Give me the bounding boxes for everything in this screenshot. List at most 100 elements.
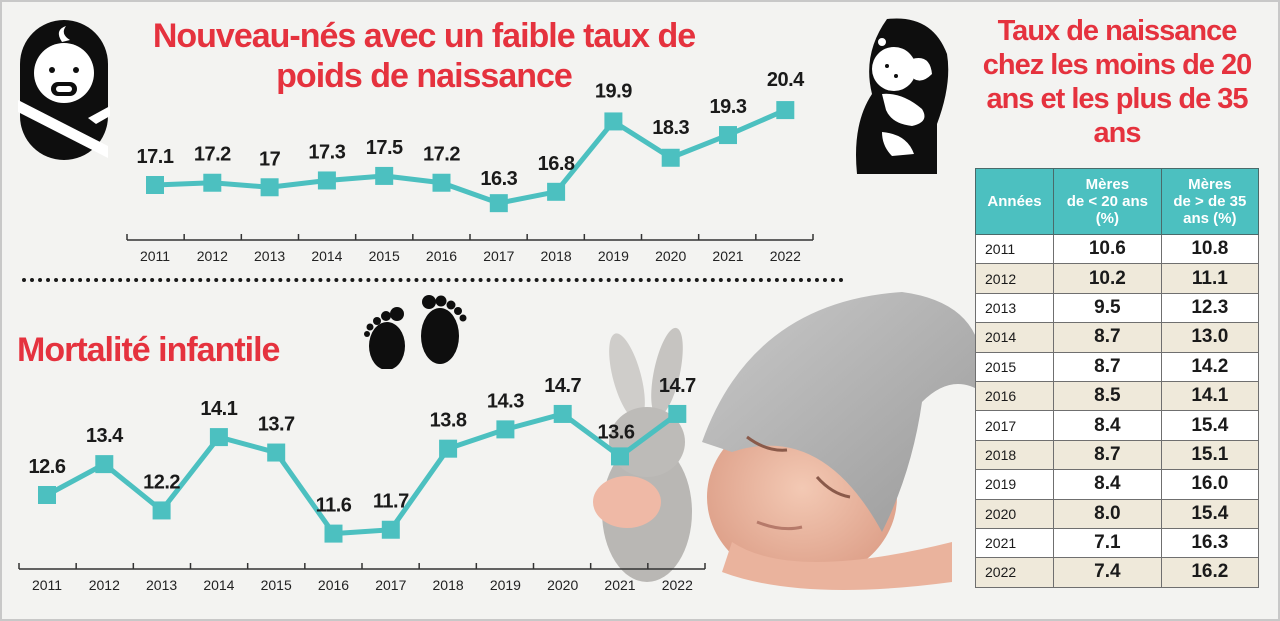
over-35-cell: 15.4 bbox=[1160, 498, 1260, 529]
table-row: 2022 7.4 16.2 bbox=[975, 557, 1260, 588]
under-20-cell: 10.6 bbox=[1053, 233, 1162, 265]
data-point-marker bbox=[668, 404, 687, 423]
data-value-label: 20.4 bbox=[767, 69, 805, 91]
x-tick-label: 2022 bbox=[662, 577, 693, 593]
over-35-cell: 12.3 bbox=[1160, 292, 1260, 324]
x-tick-label: 2020 bbox=[655, 248, 686, 264]
year-cell: 2022 bbox=[975, 557, 1054, 588]
over-35-cell: 11.1 bbox=[1160, 263, 1260, 294]
table-row: 2017 8.4 15.4 bbox=[975, 410, 1260, 441]
data-point-marker bbox=[146, 176, 164, 194]
under-20-cell: 10.2 bbox=[1053, 263, 1162, 294]
table-row: 2013 9.5 12.3 bbox=[975, 292, 1260, 324]
data-value-label: 17.2 bbox=[423, 144, 460, 166]
data-value-label: 18.3 bbox=[652, 117, 689, 139]
over-35-cell: 16.3 bbox=[1160, 527, 1260, 559]
year-cell: 2020 bbox=[975, 498, 1054, 529]
x-tick-label: 2021 bbox=[604, 577, 635, 593]
year-cell: 2016 bbox=[975, 380, 1054, 412]
data-value-label: 19.3 bbox=[710, 96, 747, 118]
title-birth-rate-by-age: Taux de naissance chez les moins de 20 a… bbox=[982, 15, 1253, 149]
x-tick-label: 2014 bbox=[203, 577, 234, 593]
under-20-cell: 8.7 bbox=[1053, 351, 1162, 382]
data-point-marker bbox=[152, 501, 171, 520]
data-point-marker bbox=[489, 194, 508, 213]
over-35-cell: 14.2 bbox=[1160, 351, 1260, 382]
x-tick-label: 2015 bbox=[369, 248, 400, 264]
year-cell: 2021 bbox=[975, 527, 1054, 559]
year-cell: 2017 bbox=[975, 410, 1054, 441]
data-value-label: 16.3 bbox=[480, 168, 517, 190]
header-over-35: Mères de > de 35 ans (%) bbox=[1160, 168, 1260, 235]
year-cell: 2013 bbox=[975, 292, 1054, 324]
data-point-marker bbox=[375, 166, 394, 185]
table-row: 2011 10.6 10.8 bbox=[975, 233, 1260, 265]
birth-rate-table: Années Mères de < 20 ans (%) Mères de > … bbox=[975, 168, 1260, 588]
x-tick-label: 2011 bbox=[32, 577, 62, 593]
under-20-cell: 8.7 bbox=[1053, 322, 1162, 353]
data-value-label: 17.1 bbox=[137, 146, 174, 168]
x-tick-label: 2018 bbox=[433, 577, 464, 593]
data-value-label: 12.6 bbox=[29, 456, 66, 478]
baby-footprints-icon bbox=[364, 295, 467, 369]
data-value-label: 13.6 bbox=[598, 421, 635, 443]
x-tick-label: 2012 bbox=[89, 577, 120, 593]
table-row: 2015 8.7 14.2 bbox=[975, 351, 1260, 382]
data-value-label: 14.1 bbox=[200, 398, 237, 420]
data-value-label: 14.7 bbox=[544, 375, 581, 397]
x-tick-label: 2016 bbox=[318, 577, 349, 593]
data-point-marker bbox=[553, 404, 572, 423]
table-row: 2019 8.4 16.0 bbox=[975, 469, 1260, 500]
x-tick-label: 2012 bbox=[197, 248, 228, 264]
data-value-label: 13.8 bbox=[430, 410, 467, 432]
section-divider bbox=[22, 278, 844, 282]
under-20-cell: 8.7 bbox=[1053, 439, 1162, 471]
x-tick-label: 2017 bbox=[375, 577, 406, 593]
data-value-label: 11.6 bbox=[316, 495, 352, 517]
data-point-marker bbox=[611, 447, 629, 466]
table-row: 2012 10.2 11.1 bbox=[975, 263, 1260, 294]
table-row: 2021 7.1 16.3 bbox=[975, 527, 1260, 559]
data-point-marker bbox=[95, 455, 114, 474]
data-value-label: 17 bbox=[259, 148, 281, 170]
x-tick-label: 2019 bbox=[598, 248, 629, 264]
over-35-cell: 10.8 bbox=[1160, 233, 1260, 265]
data-value-label: 14.3 bbox=[487, 390, 524, 412]
over-35-cell: 16.2 bbox=[1160, 557, 1260, 588]
under-20-cell: 8.0 bbox=[1053, 498, 1162, 529]
data-point-marker bbox=[38, 486, 56, 504]
mother-holding-baby-icon bbox=[856, 18, 949, 174]
swaddled-baby-icon bbox=[18, 20, 110, 160]
under-20-cell: 7.1 bbox=[1053, 527, 1162, 559]
data-line bbox=[154, 107, 787, 206]
x-tick-label: 2013 bbox=[254, 248, 285, 264]
over-35-cell: 15.4 bbox=[1160, 410, 1260, 441]
data-value-label: 13.4 bbox=[86, 425, 124, 447]
table-row: 2018 8.7 15.1 bbox=[975, 439, 1260, 471]
year-cell: 2019 bbox=[975, 469, 1054, 500]
x-tick-label: 2019 bbox=[490, 577, 521, 593]
data-point-marker bbox=[317, 171, 336, 190]
header-year: Années bbox=[975, 168, 1054, 235]
data-point-marker bbox=[439, 439, 458, 458]
data-value-label: 11.7 bbox=[373, 491, 409, 513]
data-point-marker bbox=[260, 178, 279, 197]
table-row: 2020 8.0 15.4 bbox=[975, 498, 1260, 529]
year-cell: 2012 bbox=[975, 263, 1054, 294]
data-point-marker bbox=[719, 126, 737, 145]
year-cell: 2015 bbox=[975, 351, 1054, 382]
year-cell: 2011 bbox=[975, 233, 1054, 265]
x-tick-label: 2015 bbox=[261, 577, 292, 593]
data-point-marker bbox=[776, 101, 795, 120]
data-value-label: 17.5 bbox=[366, 137, 403, 159]
title-low-birth-weight: Nouveau-nés avec un faible taux de poids… bbox=[152, 17, 696, 95]
under-20-cell: 8.4 bbox=[1053, 410, 1162, 441]
under-20-cell: 8.4 bbox=[1053, 469, 1162, 500]
data-point-marker bbox=[496, 420, 515, 439]
data-value-label: 13.7 bbox=[258, 414, 295, 436]
data-point-marker bbox=[203, 173, 222, 192]
year-cell: 2018 bbox=[975, 439, 1054, 471]
